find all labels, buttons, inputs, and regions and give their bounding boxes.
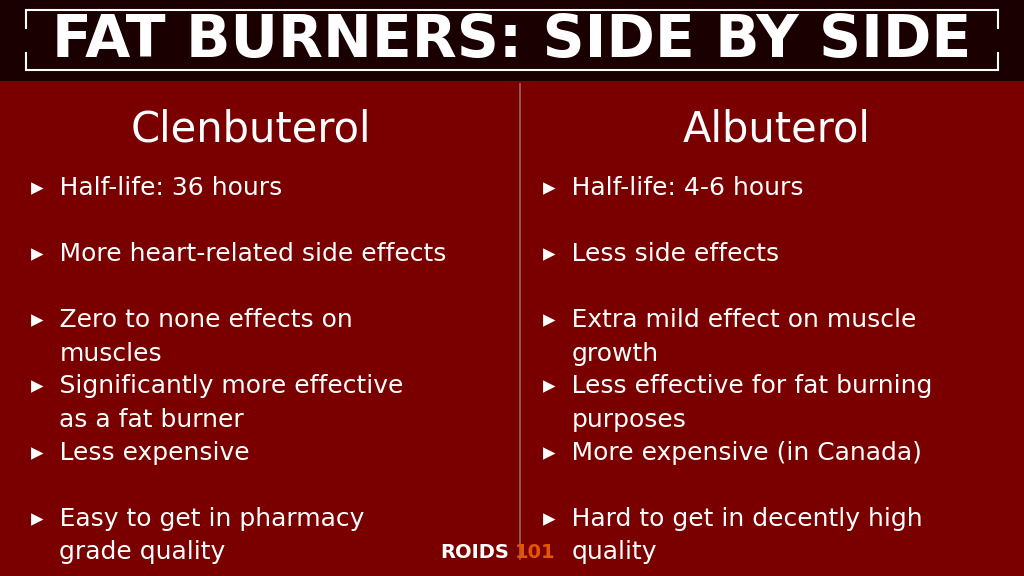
Text: quality: quality (571, 540, 656, 564)
Text: growth: growth (571, 342, 658, 366)
Text: ▸  Zero to none effects on: ▸ Zero to none effects on (31, 308, 352, 332)
Text: muscles: muscles (59, 342, 162, 366)
Text: ▸  Half-life: 36 hours: ▸ Half-life: 36 hours (31, 176, 282, 200)
Text: purposes: purposes (571, 408, 686, 432)
Text: ROIDS: ROIDS (440, 544, 509, 562)
FancyBboxPatch shape (0, 0, 1024, 81)
Text: ▸  Less effective for fat burning: ▸ Less effective for fat burning (543, 374, 932, 399)
Text: 101: 101 (515, 544, 556, 562)
Text: ▸  Half-life: 4-6 hours: ▸ Half-life: 4-6 hours (543, 176, 803, 200)
Text: Clenbuterol: Clenbuterol (131, 109, 371, 150)
Text: as a fat burner: as a fat burner (59, 408, 244, 432)
Text: ▸  Extra mild effect on muscle: ▸ Extra mild effect on muscle (543, 308, 916, 332)
Text: FAT BURNERS: SIDE BY SIDE: FAT BURNERS: SIDE BY SIDE (52, 12, 972, 69)
Text: ▸  Less side effects: ▸ Less side effects (543, 242, 779, 266)
Text: grade quality: grade quality (59, 540, 225, 564)
Text: Albuterol: Albuterol (682, 109, 870, 150)
Text: ▸  More heart-related side effects: ▸ More heart-related side effects (31, 242, 446, 266)
Text: ▸  Hard to get in decently high: ▸ Hard to get in decently high (543, 507, 923, 531)
Text: ▸  Easy to get in pharmacy: ▸ Easy to get in pharmacy (31, 507, 365, 531)
Text: ▸  Significantly more effective: ▸ Significantly more effective (31, 374, 403, 399)
Text: ▸  More expensive (in Canada): ▸ More expensive (in Canada) (543, 441, 922, 465)
Text: ▸  Less expensive: ▸ Less expensive (31, 441, 250, 465)
